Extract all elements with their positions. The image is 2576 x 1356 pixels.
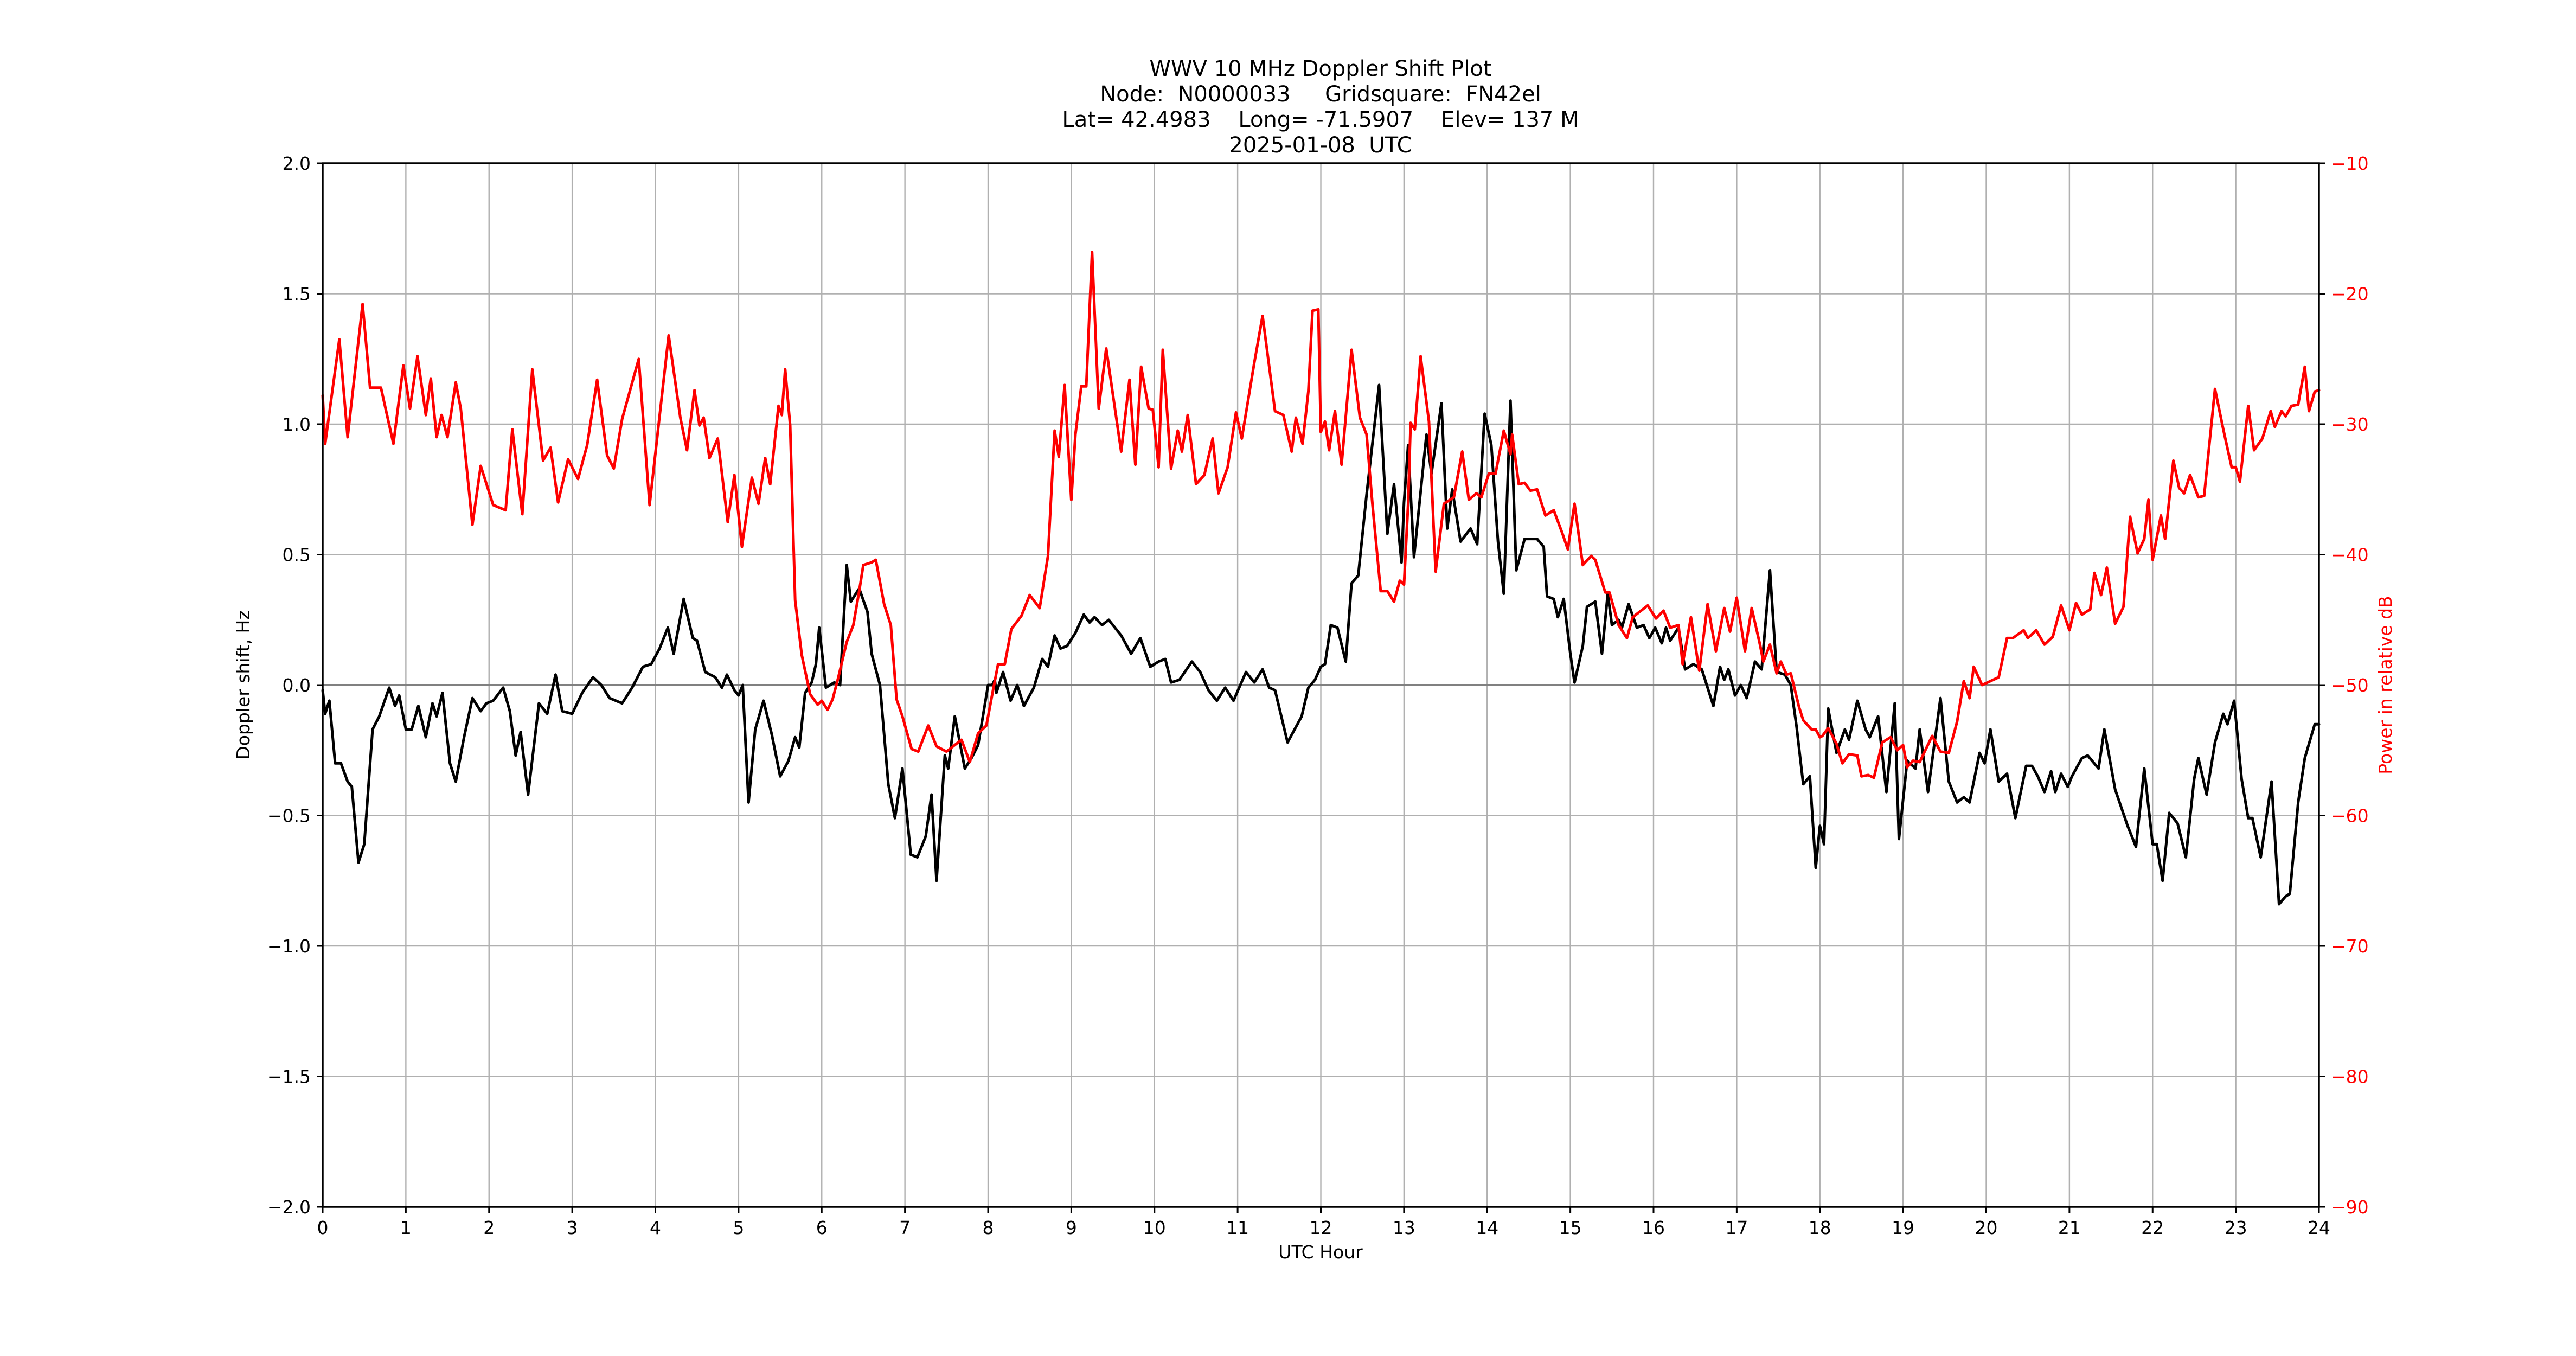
title-line-2: Node: N0000033 Gridsquare: FN42el [1100,82,1541,107]
y2-tick-label: −60 [2331,805,2369,827]
y-axis-right-label: Power in relative dB [2375,596,2396,774]
x-tick-label: 19 [1892,1217,1914,1238]
x-tick-label: 7 [899,1217,911,1238]
x-tick-label: 6 [816,1217,828,1238]
x-tick-label: 8 [983,1217,994,1238]
x-tick-label: 21 [2058,1217,2081,1238]
x-tick-label: 24 [2308,1217,2330,1238]
data-series [321,251,2321,906]
x-tick-label: 1 [400,1217,412,1238]
x-tick-label: 23 [2225,1217,2247,1238]
x-tick-label: 15 [1559,1217,1582,1238]
y2-tick-label: −30 [2331,414,2369,435]
y-tick-label: −1.5 [267,1066,311,1088]
y2-tick-label: −40 [2331,545,2369,566]
y-tick-label: −0.5 [267,805,311,827]
y2-tick-label: −80 [2331,1066,2369,1088]
x-tick-label: 3 [567,1217,578,1238]
y2-tick-label: −70 [2331,936,2369,957]
x-tick-label: 0 [317,1217,329,1238]
x-tick-label: 13 [1393,1217,1415,1238]
title-line-1: WWV 10 MHz Doppler Shift Plot [1149,56,1491,81]
y-axis-left-ticks: −2.0 −1.5 −1.0 −0.5 0.0 0.5 1.0 1.5 2.0 [267,153,323,1218]
x-axis-ticks: 0 1 2 3 4 5 6 7 8 9 10 11 12 13 14 15 16 17 18 19 20 21 22 23 24 [317,1207,2330,1238]
x-tick-label: 9 [1066,1217,1077,1238]
power-db-line [321,251,2321,779]
y-tick-label: 0.5 [283,545,311,566]
y-tick-label: 0.0 [283,675,311,696]
y-tick-label: 1.0 [283,414,311,435]
y2-tick-label: −50 [2331,675,2369,696]
x-tick-label: 10 [1143,1217,1166,1238]
y-tick-label: −2.0 [267,1197,311,1218]
y-axis-right-ticks: −90 −80 −70 −60 −50 −40 −30 −20 −10 [2319,153,2369,1218]
y2-tick-label: −10 [2331,153,2369,174]
x-tick-label: 14 [1476,1217,1498,1238]
x-tick-label: 22 [2141,1217,2164,1238]
x-tick-label: 18 [1809,1217,1831,1238]
y-tick-label: −1.0 [267,936,311,957]
x-tick-label: 20 [1975,1217,1998,1238]
x-axis-label: UTC Hour [1278,1242,1363,1263]
title-line-3: Lat= 42.4983 Long= -71.5907 Elev= 137 M [1062,107,1579,132]
title-line-4: 2025-01-08 UTC [1229,133,1412,158]
x-tick-label: 5 [733,1217,744,1238]
x-tick-label: 16 [1642,1217,1665,1238]
y2-tick-label: −20 [2331,284,2369,305]
x-tick-label: 17 [1725,1217,1748,1238]
chart-title: WWV 10 MHz Doppler Shift Plot Node: N000… [1062,56,1579,158]
y-tick-label: 2.0 [283,153,311,174]
y-axis-left-label: Doppler shift, Hz [233,610,254,759]
y2-tick-label: −90 [2331,1197,2369,1218]
x-tick-label: 11 [1226,1217,1249,1238]
x-tick-label: 12 [1310,1217,1332,1238]
x-tick-label: 2 [483,1217,495,1238]
x-tick-label: 4 [650,1217,661,1238]
doppler-shift-line [321,383,2321,906]
y-tick-label: 1.5 [283,284,311,305]
